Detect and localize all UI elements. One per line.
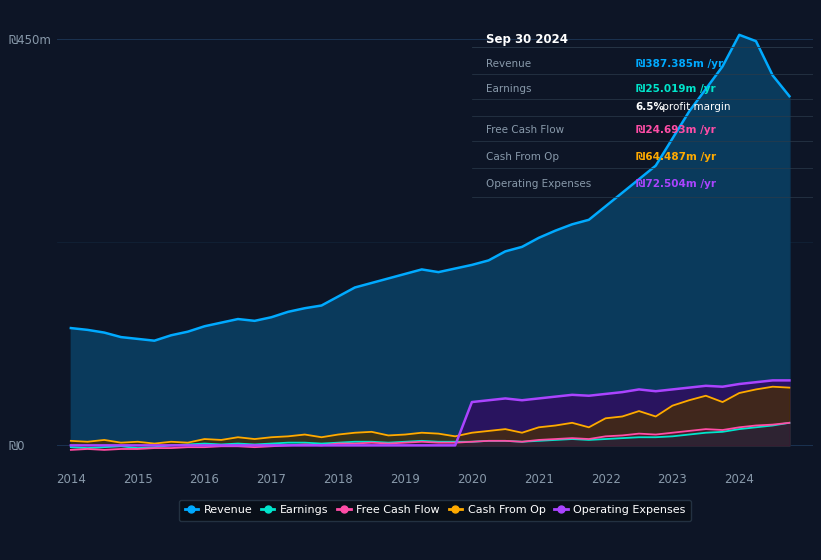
Text: profit margin: profit margin bbox=[659, 101, 731, 111]
Legend: Revenue, Earnings, Free Cash Flow, Cash From Op, Operating Expenses: Revenue, Earnings, Free Cash Flow, Cash … bbox=[179, 500, 691, 521]
Text: 6.5%: 6.5% bbox=[635, 101, 665, 111]
Text: ₪387.385m /yr: ₪387.385m /yr bbox=[635, 59, 722, 69]
Text: Free Cash Flow: Free Cash Flow bbox=[486, 125, 564, 135]
Text: Cash From Op: Cash From Op bbox=[486, 152, 559, 162]
Text: ₪64.487m /yr: ₪64.487m /yr bbox=[635, 152, 716, 162]
Text: Operating Expenses: Operating Expenses bbox=[486, 179, 591, 189]
Text: Revenue: Revenue bbox=[486, 59, 531, 69]
Text: ₪24.693m /yr: ₪24.693m /yr bbox=[635, 125, 715, 135]
Text: ₪25.019m /yr: ₪25.019m /yr bbox=[635, 84, 715, 94]
Text: ₪72.504m /yr: ₪72.504m /yr bbox=[635, 179, 716, 189]
Text: Earnings: Earnings bbox=[486, 84, 531, 94]
Text: Sep 30 2024: Sep 30 2024 bbox=[486, 33, 567, 46]
